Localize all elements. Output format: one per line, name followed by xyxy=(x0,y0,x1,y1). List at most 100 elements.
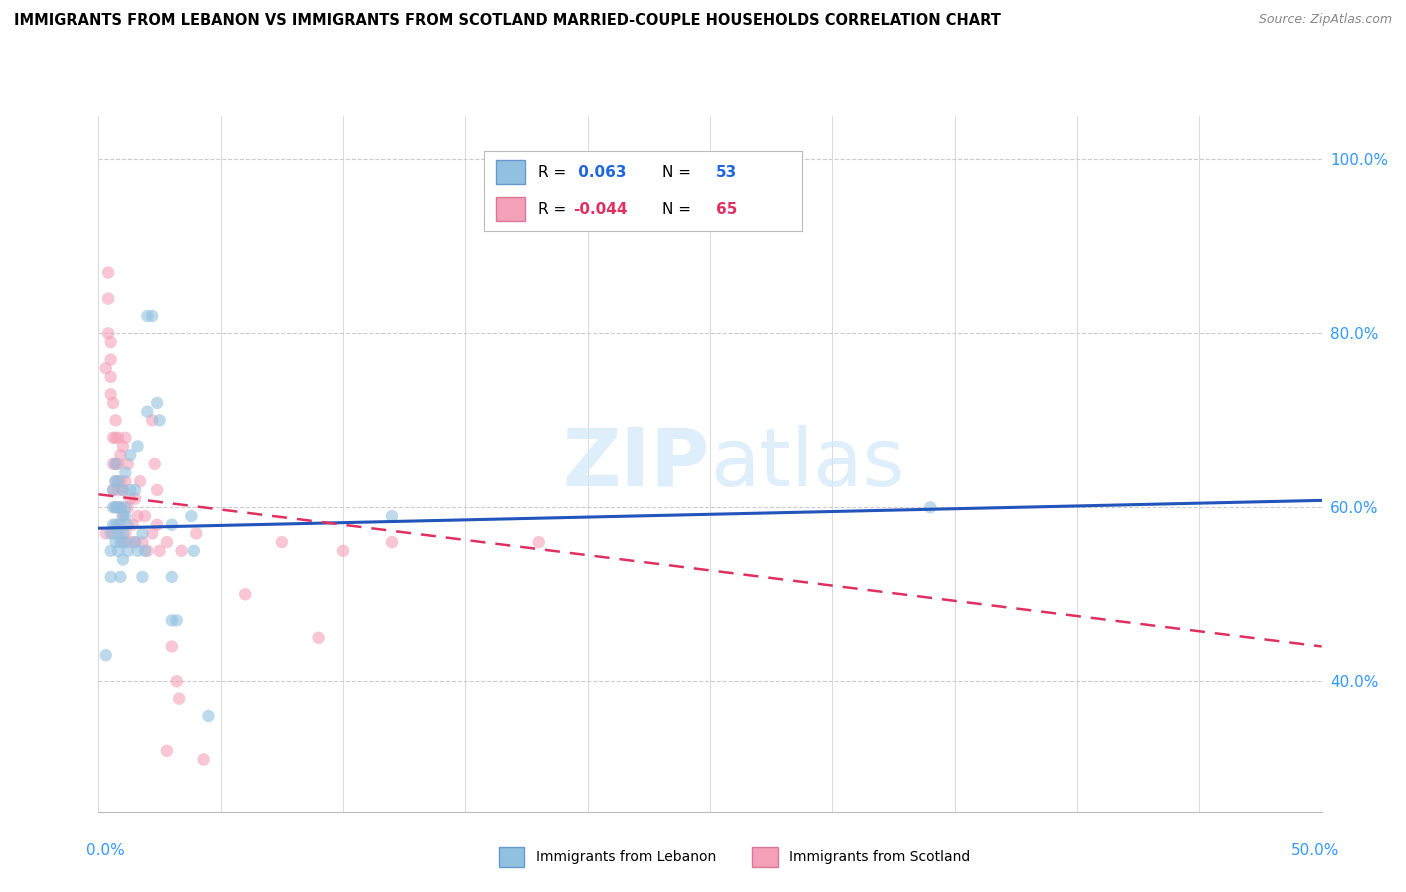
Point xyxy=(100,369,122,384)
Point xyxy=(381,508,404,523)
Point xyxy=(104,413,127,427)
Point xyxy=(160,614,183,628)
Point xyxy=(121,517,143,532)
Point xyxy=(134,508,156,523)
Point xyxy=(527,535,550,549)
Point xyxy=(156,744,179,758)
Point xyxy=(127,543,149,558)
Point xyxy=(114,526,136,541)
Point xyxy=(134,543,156,558)
Point xyxy=(170,543,193,558)
Point xyxy=(104,500,127,515)
Point xyxy=(183,543,205,558)
Point xyxy=(104,535,127,549)
Point xyxy=(149,413,172,427)
Point xyxy=(114,535,136,549)
Point xyxy=(104,474,127,488)
Text: 0.0%: 0.0% xyxy=(86,843,125,858)
Point xyxy=(100,387,122,401)
Point xyxy=(100,334,122,349)
Point xyxy=(110,474,132,488)
Point xyxy=(156,535,179,549)
Point xyxy=(107,517,129,532)
Point xyxy=(136,309,159,323)
Point xyxy=(101,483,124,497)
Point xyxy=(107,526,129,541)
Point xyxy=(149,543,172,558)
Point xyxy=(180,508,202,523)
Point xyxy=(308,631,330,645)
Point xyxy=(97,266,120,280)
Point xyxy=(127,439,149,453)
Point xyxy=(101,517,124,532)
Point xyxy=(104,500,127,515)
Point xyxy=(110,535,132,549)
Point xyxy=(111,552,134,566)
Point xyxy=(104,431,127,445)
Text: 50.0%: 50.0% xyxy=(1291,843,1339,858)
Point xyxy=(120,483,142,497)
Point xyxy=(107,431,129,445)
Point xyxy=(111,508,134,523)
Point xyxy=(110,448,132,462)
Point xyxy=(146,517,169,532)
Point xyxy=(111,535,134,549)
Point xyxy=(111,508,134,523)
Point xyxy=(104,474,127,488)
Point xyxy=(166,674,188,689)
Point xyxy=(104,457,127,471)
Point xyxy=(146,483,169,497)
Point xyxy=(160,517,183,532)
Point xyxy=(97,326,120,341)
Point xyxy=(111,483,134,497)
Point xyxy=(186,526,208,541)
Point xyxy=(124,491,146,506)
Text: Source: ZipAtlas.com: Source: ZipAtlas.com xyxy=(1258,13,1392,27)
Point xyxy=(332,543,354,558)
Point xyxy=(131,535,153,549)
Point xyxy=(97,292,120,306)
Point xyxy=(94,648,117,662)
Text: atlas: atlas xyxy=(710,425,904,503)
Point xyxy=(114,500,136,515)
Point xyxy=(117,517,139,532)
Point xyxy=(127,508,149,523)
Point xyxy=(101,457,124,471)
Point xyxy=(270,535,294,549)
Point xyxy=(920,500,942,515)
Point xyxy=(101,483,124,497)
Point xyxy=(107,543,129,558)
Point xyxy=(166,614,188,628)
Point xyxy=(120,491,142,506)
Point xyxy=(100,526,122,541)
Point xyxy=(146,396,169,410)
Point xyxy=(131,570,153,584)
Point xyxy=(107,457,129,471)
Point xyxy=(141,309,163,323)
Point xyxy=(136,405,159,419)
Point xyxy=(100,543,122,558)
Point xyxy=(114,508,136,523)
Point xyxy=(141,413,163,427)
Point xyxy=(117,457,139,471)
Point xyxy=(101,396,124,410)
Point xyxy=(124,483,146,497)
Point xyxy=(131,526,153,541)
Point xyxy=(117,543,139,558)
Point xyxy=(120,535,142,549)
Point xyxy=(160,570,183,584)
Point xyxy=(129,474,152,488)
Point xyxy=(107,500,129,515)
Point xyxy=(94,526,117,541)
Point xyxy=(381,535,404,549)
Text: IMMIGRANTS FROM LEBANON VS IMMIGRANTS FROM SCOTLAND MARRIED-COUPLE HOUSEHOLDS CO: IMMIGRANTS FROM LEBANON VS IMMIGRANTS FR… xyxy=(14,13,1001,29)
Point xyxy=(124,535,146,549)
Point xyxy=(101,431,124,445)
Point xyxy=(100,352,122,367)
Point xyxy=(111,439,134,453)
Point xyxy=(136,543,159,558)
Point xyxy=(100,570,122,584)
Point xyxy=(110,570,132,584)
Point xyxy=(120,448,142,462)
Point xyxy=(104,457,127,471)
